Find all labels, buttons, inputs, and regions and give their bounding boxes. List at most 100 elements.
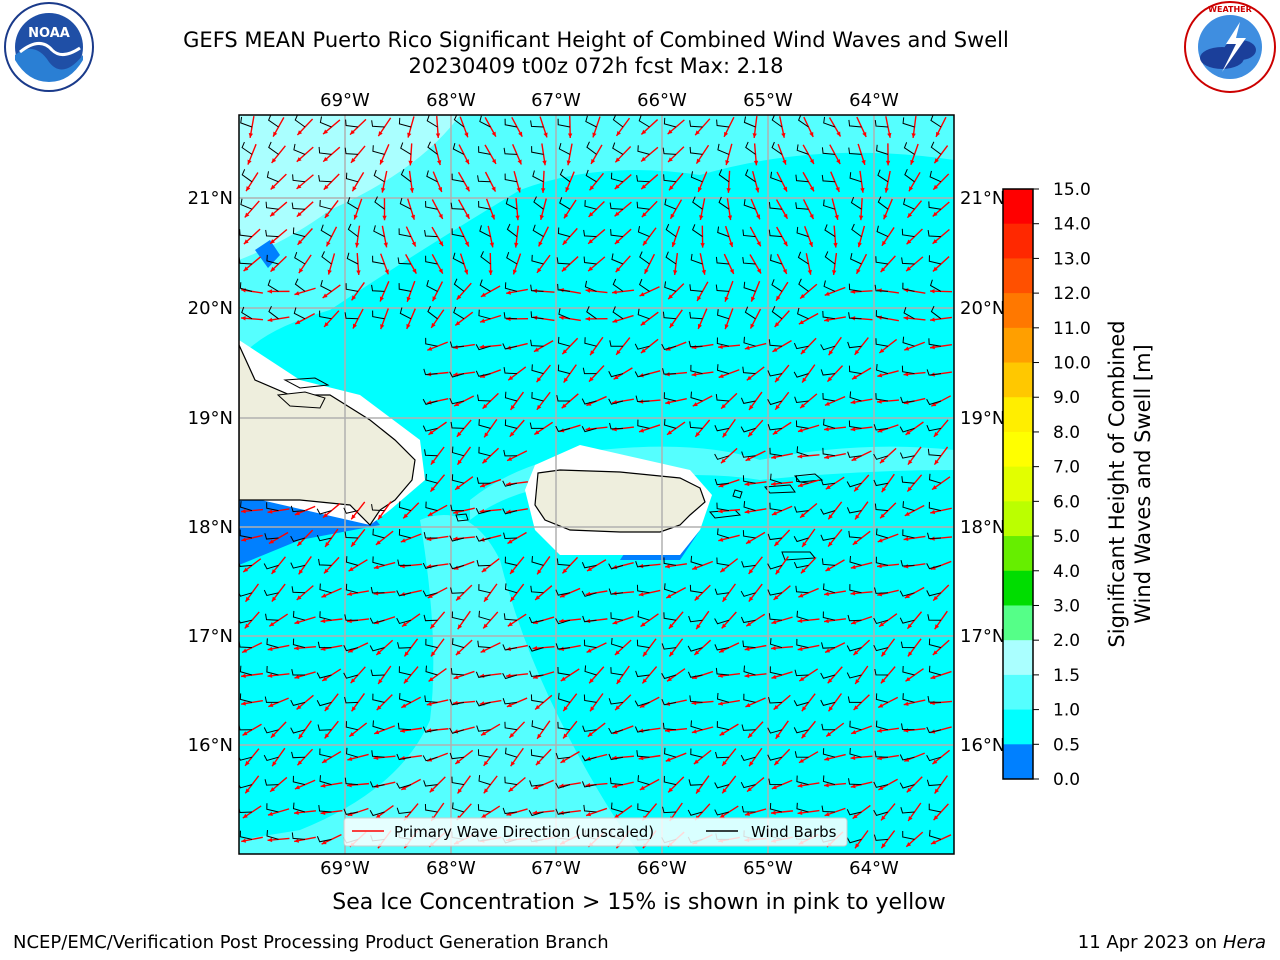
wind-barb [530,694,544,703]
wind-barb [820,344,836,351]
wave-direction-arrowhead [824,426,829,432]
wind-barb [740,754,756,762]
wave-direction-arrowhead [930,317,935,322]
wind-barb [241,141,253,155]
wind-barb [316,535,332,542]
wind-barb [424,695,438,703]
wind-barb [767,727,783,734]
wind-barb [263,727,279,734]
wave-direction-arrowhead [930,289,935,294]
wave-direction-arrowhead [351,706,356,712]
wind-barb [846,645,862,652]
wave-direction-arrowhead [641,156,646,162]
wind-barb [559,197,571,210]
wave-direction-arrowhead [878,703,884,708]
wave-direction-arrowhead [783,213,788,219]
wave-direction-arrowhead [850,783,856,789]
wave-direction-arrowhead [614,650,620,656]
wind-barb [343,672,359,679]
wave-direction-arrowhead [589,376,594,382]
wave-direction-arrowhead [588,239,593,244]
colorbar-segment [1003,570,1033,606]
wave-direction-arrowhead [639,292,645,297]
wave-direction-arrowhead [294,511,300,516]
wave-direction-arrowhead [825,566,831,571]
wind-barb [344,696,359,704]
host-name: Hera [1222,932,1266,953]
wave-direction-arrowhead [932,650,938,655]
wave-direction-arrowhead [351,514,356,520]
wind-barb [714,644,730,651]
wind-barb [266,666,279,676]
wave-direction-arrowhead [828,514,833,520]
wind-barb [610,802,624,813]
wave-direction-arrowhead [692,565,698,570]
wind-barb [846,809,862,816]
wind-barb [690,720,703,731]
wind-barb [873,809,889,816]
wind-barb [849,584,862,594]
wind-barb [583,639,597,649]
wave-direction-arrowhead [589,678,594,684]
wave-direction-arrowhead [828,350,834,356]
wave-direction-arrowhead [406,323,411,329]
wave-direction-arrowhead [508,375,514,381]
wind-barb [477,640,491,649]
wave-direction-arrowhead [242,813,248,819]
wave-direction-arrowhead [297,541,303,546]
wave-direction-arrowhead [695,130,700,136]
wind-barb [634,371,650,378]
wind-barb [875,338,889,347]
wave-direction-arrowhead [669,185,674,191]
wave-direction-arrowhead [930,840,936,845]
wave-direction-arrowhead [324,733,330,739]
wave-direction-arrowhead [320,618,326,624]
wave-direction-arrowhead [294,646,299,651]
wave-direction-arrowhead [270,211,275,217]
wave-direction-arrowhead [828,541,833,547]
wind-barb [477,175,491,183]
wind-barb [637,610,650,621]
wind-barb [823,199,836,210]
wind-barb [742,257,756,265]
wind-barb [663,612,677,621]
wind-barb [478,309,491,320]
wave-direction-arrowhead [797,783,803,788]
wind-barb [316,508,332,515]
wind-barb [716,557,730,566]
wave-direction-arrowhead [756,214,761,220]
wind-barb [398,117,412,128]
colorbar-tick-label: 15.0 [1053,180,1091,200]
wind-barb [928,201,942,210]
wind-barb [398,283,412,292]
wind-barb [453,306,465,320]
wind-barb [556,257,571,265]
wind-barb [771,279,783,292]
wind-barb [930,305,942,320]
wind-barb [740,616,756,624]
wind-barb [926,399,942,406]
wave-direction-arrowhead [850,427,856,432]
wave-direction-arrowhead [753,160,759,166]
wave-direction-arrowhead [933,431,939,437]
wave-direction-arrowhead [725,160,730,166]
wind-barb [291,832,306,840]
wave-direction-arrowhead [438,241,443,247]
wave-direction-arrowhead [903,315,909,321]
wave-direction-arrowhead [639,703,645,708]
wind-barb [874,587,889,594]
wind-barb [795,420,809,429]
wave-direction-arrowhead [694,595,700,601]
wind-barb [450,202,465,210]
wind-barb [241,306,253,320]
colorbar-tick-label: 13.0 [1053,249,1091,269]
wind-barb [690,171,703,183]
wave-direction-arrowhead [722,596,727,602]
wind-barb [771,306,783,320]
wave-direction-arrowhead [537,733,542,739]
wave-direction-arrowhead [351,541,356,547]
wave-direction-arrowhead [271,596,277,602]
wind-barb [769,473,783,484]
wave-direction-arrowhead [640,622,646,627]
wind-barb [451,776,465,786]
